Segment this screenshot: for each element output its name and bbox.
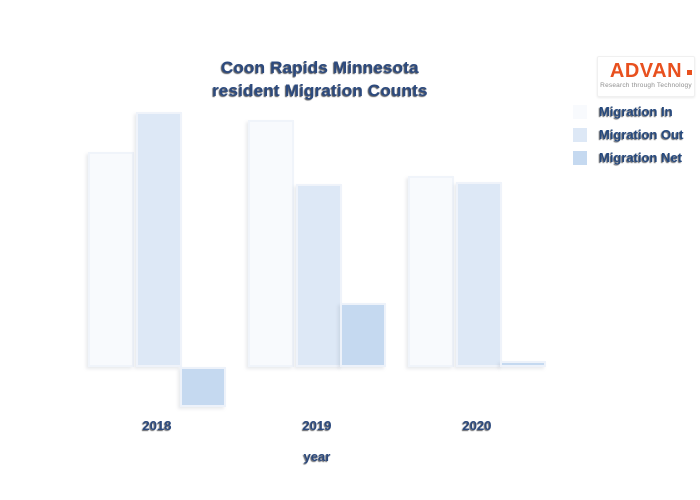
x-tick-2019: 2019 (302, 418, 332, 433)
chart-title-line1: Coon Rapids Minnesota (221, 58, 419, 77)
legend-label-migration-net: Migration Net (599, 150, 683, 165)
legend-swatch-box (568, 123, 592, 146)
plot-area (60, 100, 580, 420)
chart-title: Coon Rapids Minnesota resident Migration… (110, 56, 530, 102)
advan-logo-text: ADVAN (609, 60, 683, 82)
bar-migration-in-2019 (248, 120, 294, 367)
bar-migration-in-2018 (88, 152, 134, 367)
legend-item-migration-out[interactable]: Migration Out (568, 123, 684, 146)
legend-item-migration-net[interactable]: Migration Net (568, 146, 684, 169)
bar-migration-in-2020 (408, 176, 454, 367)
x-tick-2018: 2018 (142, 418, 172, 433)
legend-item-migration-in[interactable]: Migration In (568, 100, 684, 123)
bar-migration-net-2018 (180, 367, 226, 407)
advan-logo-tagline: Research through Technology (600, 82, 692, 89)
bar-migration-out-2020 (456, 182, 502, 367)
legend-swatch-box (568, 100, 592, 123)
legend: Migration In Migration Out Migration Net (568, 100, 684, 169)
bar-migration-out-2018 (136, 112, 182, 367)
chart-title-line2: resident Migration Counts (212, 81, 428, 100)
x-tick-2020: 2020 (462, 418, 492, 433)
bar-migration-net-2019 (340, 303, 386, 367)
legend-swatch-box (568, 146, 592, 169)
legend-label-migration-out: Migration Out (599, 127, 684, 142)
x-axis-title: year (303, 449, 331, 464)
bar-migration-net-2020 (500, 361, 546, 367)
advan-logo: ADVAN Research through Technology (597, 56, 695, 97)
migration-net-swatch-icon (573, 150, 587, 165)
bar-migration-out-2019 (296, 184, 342, 367)
migration-in-swatch-icon (573, 104, 587, 119)
legend-label-migration-in: Migration In (599, 104, 673, 119)
migration-out-swatch-icon (573, 127, 587, 142)
logo-accent-square-icon (687, 70, 692, 75)
